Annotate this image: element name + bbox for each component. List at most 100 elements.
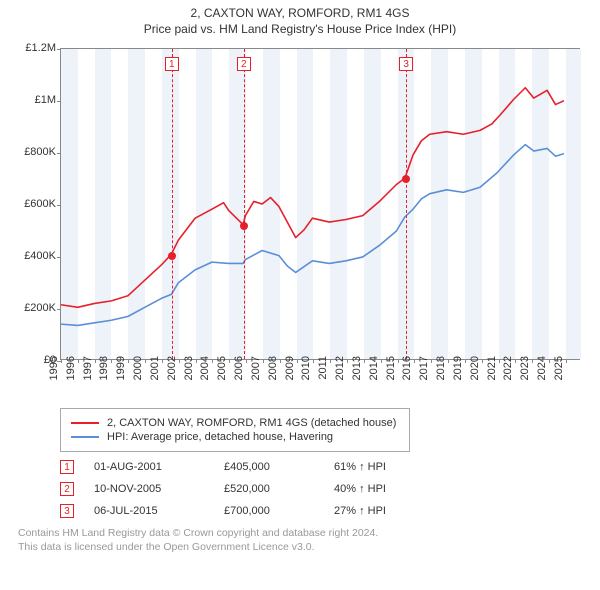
x-axis-tick bbox=[263, 359, 264, 363]
x-axis-tick bbox=[549, 359, 550, 363]
x-axis-label: 2013 bbox=[351, 356, 363, 380]
x-axis-label: 2011 bbox=[317, 356, 329, 380]
marker-number-box: 1 bbox=[165, 57, 179, 71]
data-series-line bbox=[61, 145, 564, 326]
x-axis-label: 1996 bbox=[65, 356, 77, 380]
chart-lines-svg bbox=[61, 49, 579, 359]
x-axis-tick bbox=[280, 359, 281, 363]
transaction-price: £405,000 bbox=[224, 461, 314, 473]
y-axis-tick bbox=[57, 257, 61, 258]
y-axis-tick bbox=[57, 309, 61, 310]
transaction-delta: 40% ↑ HPI bbox=[334, 483, 414, 495]
chart-subtitle: Price paid vs. HM Land Registry's House … bbox=[0, 22, 600, 36]
x-axis-label: 2006 bbox=[233, 356, 245, 380]
x-axis-tick bbox=[297, 359, 298, 363]
x-axis-tick bbox=[465, 359, 466, 363]
footer-line2: This data is licensed under the Open Gov… bbox=[18, 540, 584, 554]
x-axis-tick bbox=[381, 359, 382, 363]
x-axis-label: 1997 bbox=[81, 356, 93, 380]
x-axis-label: 2016 bbox=[401, 356, 413, 380]
transaction-delta: 27% ↑ HPI bbox=[334, 505, 414, 517]
x-axis-label: 2025 bbox=[553, 356, 565, 380]
legend-swatch bbox=[71, 436, 99, 438]
x-axis-label: 2012 bbox=[334, 356, 346, 380]
marker-dot bbox=[240, 222, 248, 230]
x-axis-label: 2019 bbox=[452, 356, 464, 380]
x-axis-label: 2010 bbox=[300, 356, 312, 380]
x-axis-label: 2018 bbox=[435, 356, 447, 380]
x-axis-label: 2017 bbox=[418, 356, 430, 380]
legend-label: 2, CAXTON WAY, ROMFORD, RM1 4GS (detache… bbox=[107, 417, 396, 429]
legend-row: 2, CAXTON WAY, ROMFORD, RM1 4GS (detache… bbox=[71, 417, 399, 429]
x-axis-label: 2020 bbox=[468, 356, 480, 380]
marker-dot bbox=[168, 252, 176, 260]
x-axis-tick bbox=[414, 359, 415, 363]
marker-number-box: 2 bbox=[237, 57, 251, 71]
transaction-marker: 3 bbox=[60, 504, 74, 518]
marker-vline bbox=[172, 49, 173, 359]
y-axis-tick bbox=[57, 153, 61, 154]
x-axis-tick bbox=[499, 359, 500, 363]
x-axis-label: 2004 bbox=[199, 356, 211, 380]
legend-label: HPI: Average price, detached house, Have… bbox=[107, 431, 333, 443]
y-axis-tick bbox=[57, 49, 61, 50]
legend-swatch bbox=[71, 422, 99, 424]
x-axis-tick bbox=[196, 359, 197, 363]
x-axis-label: 1995 bbox=[48, 356, 60, 380]
x-axis-tick bbox=[78, 359, 79, 363]
x-axis-tick bbox=[448, 359, 449, 363]
transaction-marker: 1 bbox=[60, 460, 74, 474]
x-axis-tick bbox=[532, 359, 533, 363]
transaction-table: 101-AUG-2001£405,00061% ↑ HPI210-NOV-200… bbox=[60, 460, 560, 518]
transaction-row: 3 06-JUL-2015 £700,000 27% ↑ HPI bbox=[60, 504, 560, 518]
x-axis-label: 2008 bbox=[267, 356, 279, 380]
marker-number-box: 3 bbox=[399, 57, 413, 71]
footer-attribution: Contains HM Land Registry data © Crown c… bbox=[18, 526, 584, 554]
marker-dot bbox=[402, 175, 410, 183]
legend-row: HPI: Average price, detached house, Have… bbox=[71, 431, 399, 443]
x-axis-label: 2003 bbox=[182, 356, 194, 380]
y-axis-label: £600K bbox=[16, 198, 56, 210]
transaction-date: 06-JUL-2015 bbox=[94, 505, 204, 517]
transaction-row: 101-AUG-2001£405,00061% ↑ HPI bbox=[60, 460, 560, 474]
x-axis-tick bbox=[364, 359, 365, 363]
x-axis-label: 2014 bbox=[367, 356, 379, 380]
y-axis-label: £400K bbox=[16, 250, 56, 262]
y-axis-tick bbox=[57, 101, 61, 102]
x-axis-label: 2023 bbox=[519, 356, 531, 380]
marker-vline bbox=[244, 49, 245, 359]
x-axis-label: 1999 bbox=[115, 356, 127, 380]
plot-area: 1 2 3 bbox=[60, 48, 580, 360]
footer-line1: Contains HM Land Registry data © Crown c… bbox=[18, 526, 584, 540]
x-axis-tick bbox=[313, 359, 314, 363]
y-axis-label: £200K bbox=[16, 302, 56, 314]
x-axis-label: 2015 bbox=[384, 356, 396, 380]
x-axis-tick bbox=[431, 359, 432, 363]
y-axis-label: £1M bbox=[16, 94, 56, 106]
x-axis-tick bbox=[162, 359, 163, 363]
transaction-date: 10-NOV-2005 bbox=[94, 483, 204, 495]
transaction-price: £520,000 bbox=[224, 483, 314, 495]
x-axis-label: 2007 bbox=[250, 356, 262, 380]
x-axis-tick bbox=[229, 359, 230, 363]
x-axis-tick bbox=[330, 359, 331, 363]
chart-title: 2, CAXTON WAY, ROMFORD, RM1 4GS bbox=[0, 6, 600, 20]
marker-vline bbox=[406, 49, 407, 359]
transaction-date: 01-AUG-2001 bbox=[94, 461, 204, 473]
y-axis-label: £1.2M bbox=[16, 42, 56, 54]
chart-titles: 2, CAXTON WAY, ROMFORD, RM1 4GS Price pa… bbox=[0, 0, 600, 36]
x-axis-label: 2000 bbox=[132, 356, 144, 380]
legend-box: 2, CAXTON WAY, ROMFORD, RM1 4GS (detache… bbox=[60, 408, 410, 452]
x-axis-tick bbox=[347, 359, 348, 363]
x-axis-label: 2022 bbox=[502, 356, 514, 380]
y-axis-label: £800K bbox=[16, 146, 56, 158]
transaction-price: £700,000 bbox=[224, 505, 314, 517]
x-axis-tick bbox=[95, 359, 96, 363]
x-axis-tick bbox=[61, 359, 62, 363]
x-axis-tick bbox=[398, 359, 399, 363]
x-axis-label: 2009 bbox=[283, 356, 295, 380]
x-axis-tick bbox=[179, 359, 180, 363]
x-axis-tick bbox=[482, 359, 483, 363]
x-axis-tick bbox=[515, 359, 516, 363]
x-axis-tick bbox=[212, 359, 213, 363]
